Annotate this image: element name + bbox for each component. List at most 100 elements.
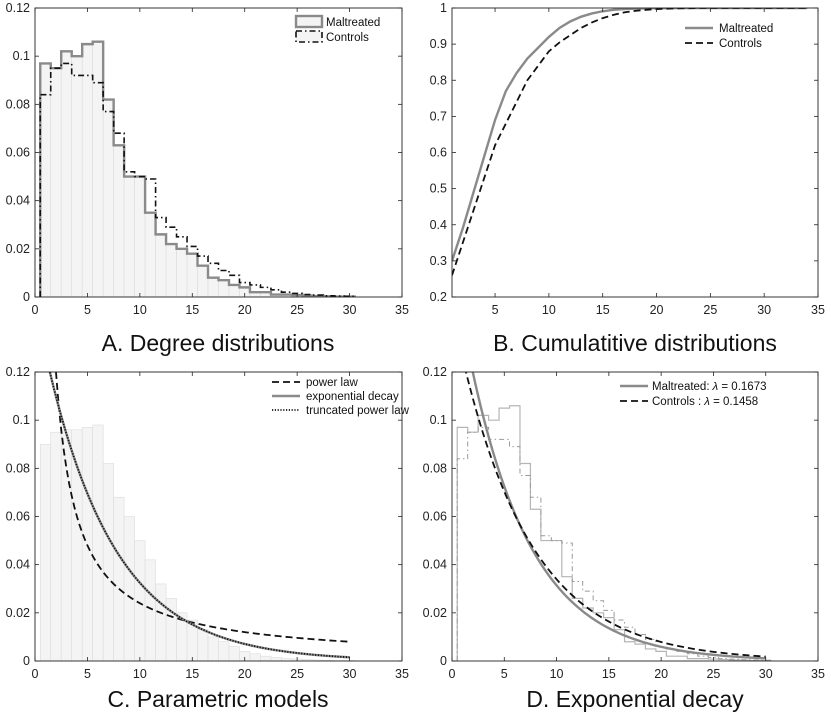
y-tick-label: 0.08 <box>6 461 30 475</box>
legend-label: Maltreated: λ = 0.1673 <box>652 381 766 393</box>
y-tick-label: 1 <box>440 1 447 15</box>
bar <box>81 427 93 661</box>
lambda-value: = 0.1458 <box>710 396 758 408</box>
bar <box>39 443 52 661</box>
x-tick-label: 35 <box>811 303 825 317</box>
legend-label: Controls <box>719 38 762 50</box>
x-tick-label: 5 <box>84 667 91 681</box>
series-step-maltreated <box>39 40 357 297</box>
y-tick-label: 0.9 <box>430 37 447 51</box>
curve-truncated-power-law <box>48 372 350 659</box>
y-tick-label: 0.2 <box>430 290 447 304</box>
legend-name: Maltreated: <box>652 381 710 393</box>
panel-c: 0 5 10 15 20 25 30 35 0 0.02 0.04 0.06 0.08 0.1 0.12 C.… <box>6 365 410 712</box>
y-tick-label: 0.12 <box>6 1 30 15</box>
x-tick-label: 10 <box>133 667 147 681</box>
bar <box>186 253 198 297</box>
bar <box>228 284 240 297</box>
x-tick-label: 10 <box>133 303 147 317</box>
panel-caption: A. Degree distributions <box>102 330 335 356</box>
x-tick-label: 25 <box>706 667 720 681</box>
plot-layer <box>39 372 356 661</box>
y-tick-label: 0.04 <box>423 558 447 572</box>
y-tick-label: 0.1 <box>13 413 30 427</box>
bar <box>113 144 125 297</box>
x-tick-label: 25 <box>290 667 304 681</box>
y-tick-label: 0.02 <box>6 606 30 620</box>
panel-caption: C. Parametric models <box>107 686 328 712</box>
y-tick-label: 0.7 <box>430 109 447 123</box>
x-tick-label: 0 <box>32 667 39 681</box>
x-tick-label: 15 <box>596 303 610 317</box>
series-step-controls <box>456 426 772 661</box>
x-tick-label: 10 <box>550 667 564 681</box>
x-tick-label: 35 <box>395 303 409 317</box>
plot-layer <box>456 372 772 661</box>
bar <box>102 463 114 661</box>
curve-controls <box>465 372 766 658</box>
legend-name: Controls : <box>652 396 701 408</box>
x-tick-label: 5 <box>492 303 499 317</box>
y-tick-label: 0.08 <box>6 97 30 111</box>
x-tick-label: 35 <box>395 667 409 681</box>
bar <box>207 277 219 297</box>
bar <box>228 646 240 661</box>
y-tick-label: 0.1 <box>13 49 30 63</box>
lambda-symbol: λ <box>712 381 719 393</box>
y-tick-label: 0.08 <box>423 461 447 475</box>
bar <box>134 540 146 661</box>
bar <box>249 653 261 661</box>
x-tick-label: 30 <box>759 667 773 681</box>
x-tick-label: 15 <box>185 667 199 681</box>
bar <box>260 655 272 661</box>
x-tick-label: 20 <box>238 667 252 681</box>
y-tick-label: 0.4 <box>430 218 447 232</box>
bar <box>155 234 167 297</box>
bar <box>134 176 146 297</box>
x-tick-label: 20 <box>654 667 668 681</box>
legend-label: Controls <box>326 32 369 44</box>
plot-area <box>452 372 818 661</box>
y-tick-label: 0.06 <box>6 510 30 524</box>
bar <box>71 55 83 297</box>
legend: Maltreated Controls <box>685 23 773 50</box>
legend-label: exponential decay <box>306 391 399 403</box>
x-tick-label: 0 <box>32 303 39 317</box>
y-tick-label: 0.5 <box>430 182 447 196</box>
bar <box>207 636 219 661</box>
plot-layer <box>39 40 357 297</box>
y-tick-label: 0 <box>23 654 30 668</box>
y-tick-label: 0.04 <box>6 194 30 208</box>
plot-area <box>452 8 818 297</box>
legend-label: Controls :λ = 0.1458 <box>652 396 758 408</box>
y-tick-label: 0.02 <box>423 606 447 620</box>
bar <box>144 559 156 661</box>
bar <box>92 424 104 661</box>
bar <box>50 431 62 661</box>
legend-label: truncated power law <box>306 405 410 417</box>
bar <box>165 243 177 297</box>
y-tick-label: 0.06 <box>423 510 447 524</box>
x-tick-label: 25 <box>290 303 304 317</box>
x-tick-label: 10 <box>542 303 556 317</box>
y-tick-label: 0.06 <box>6 146 30 160</box>
y-tick-label: 0.12 <box>6 365 30 379</box>
legend-label: Maltreated <box>719 23 773 35</box>
bar <box>218 279 230 297</box>
panel-caption: D. Exponential decay <box>526 686 744 712</box>
x-tick-label: 0 <box>449 667 456 681</box>
y-tick-label: 0.1 <box>430 413 447 427</box>
bar <box>39 63 52 297</box>
x-tick-label: 15 <box>602 667 616 681</box>
legend-label: Maltreated <box>326 17 380 29</box>
y-tick-label: 0.8 <box>430 73 447 87</box>
curve-power-law <box>55 372 350 643</box>
plot-layer <box>452 8 808 276</box>
legend-swatch <box>295 30 323 43</box>
bar <box>144 212 156 297</box>
curve-maltreated <box>471 372 766 660</box>
bar <box>176 248 188 297</box>
y-tick-label: 0.12 <box>423 365 447 379</box>
legend: Maltreated Controls <box>294 14 380 44</box>
